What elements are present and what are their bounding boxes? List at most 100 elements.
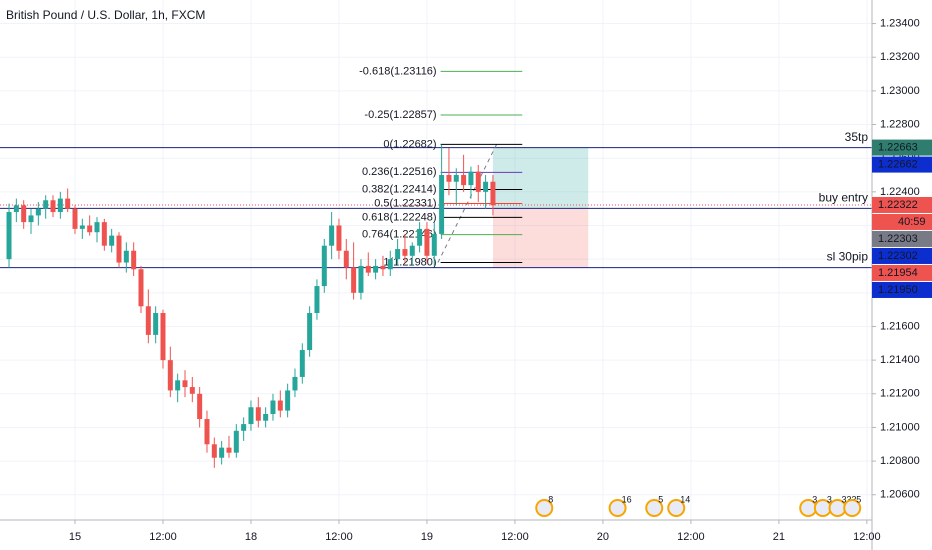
event-icon [667, 499, 686, 517]
candle-body [72, 208, 78, 229]
candle-body [138, 269, 144, 307]
line-label: buy entry [819, 191, 868, 205]
candle-body [94, 222, 100, 233]
event-icon [608, 499, 627, 517]
candle-body [211, 444, 217, 458]
candle-body [336, 225, 342, 251]
y-tick-label: 1.21400 [880, 354, 920, 366]
y-tick-label: 1.23400 [880, 17, 920, 29]
x-tick-label: 21 [773, 531, 785, 543]
candle-body [292, 376, 298, 391]
candle-body [182, 380, 188, 388]
candle-body [314, 286, 320, 314]
price-tag [872, 230, 932, 247]
candle-body [50, 200, 56, 213]
candle-body [299, 350, 305, 377]
candle-body [160, 313, 166, 361]
candle-body [453, 175, 459, 182]
fib-label: 0.382(1.22414) [362, 183, 437, 195]
x-tick-label: 12:00 [149, 531, 177, 543]
price-tag [872, 196, 932, 213]
price-tag-label: 1.22302 [878, 250, 918, 262]
fib-label: 1(1.21980) [383, 256, 436, 268]
fib-label: 0(1.22682) [383, 138, 436, 150]
candle-body [87, 225, 93, 233]
price-tag [872, 281, 932, 298]
candle-body [241, 424, 247, 431]
price-tag [872, 247, 932, 264]
candle-body [417, 228, 423, 246]
event-count: 8 [548, 494, 553, 504]
price-tag-label: 1.21950 [878, 284, 918, 296]
y-tick-label: 1.21000 [880, 421, 920, 433]
event-icon [645, 499, 664, 517]
x-tick-label: 12:00 [677, 531, 705, 543]
event-count: 14 [680, 494, 690, 504]
y-tick-label: 1.22800 [880, 118, 920, 130]
price-tag-label: 1.21954 [878, 267, 918, 279]
price-tag-label: 1.22662 [878, 158, 918, 170]
candle-body [13, 205, 19, 213]
candle-body [233, 430, 239, 453]
fib-label: -0.25(1.22857) [364, 109, 436, 121]
price-tag-label: 1.22322 [878, 199, 918, 211]
candle-body [343, 250, 349, 268]
x-tick-label: 12:00 [501, 531, 529, 543]
price-tag [872, 156, 932, 173]
candle-body [109, 235, 115, 246]
candle-body [101, 222, 107, 246]
x-tick-label: 19 [421, 531, 433, 543]
candle-body [248, 407, 254, 425]
candle-body [373, 265, 379, 273]
candle-body [175, 380, 181, 391]
candle-body [263, 413, 269, 421]
y-tick-label: 1.21600 [880, 320, 920, 332]
candle-body [79, 225, 85, 229]
candle-body [431, 233, 437, 256]
line-label: 35tp [845, 130, 869, 144]
y-tick-label: 1.20800 [880, 455, 920, 467]
candle-body [285, 390, 291, 411]
y-tick-label: 1.20600 [880, 489, 920, 501]
fib-label: 0.618(1.22248) [362, 211, 437, 223]
price-tag [872, 264, 932, 281]
fib-label: 0.236(1.22516) [362, 166, 437, 178]
event-count: 16 [622, 494, 632, 504]
candle-body [365, 265, 371, 273]
candle-body [131, 250, 137, 270]
candle-body [490, 181, 496, 206]
event-count: 333 [842, 494, 857, 504]
candle-body [475, 171, 481, 192]
candle-body [35, 208, 41, 216]
candle-body [226, 447, 232, 453]
candle-body [424, 228, 430, 256]
countdown-tag [872, 213, 932, 230]
candle-body [189, 387, 195, 394]
candle-body [204, 419, 210, 445]
event-count: 3 [812, 494, 817, 504]
candle-body [153, 313, 159, 335]
candle-body [307, 313, 313, 351]
candle-body [329, 225, 335, 246]
candle-body [57, 198, 63, 213]
candle-body [219, 447, 225, 458]
candle-body [65, 198, 71, 209]
y-tick-label: 1.22400 [880, 186, 920, 198]
profit-zone [492, 147, 589, 209]
y-tick-label: 1.23200 [880, 51, 920, 63]
price-tag-label: 1.22663 [878, 141, 918, 153]
price-tag [872, 139, 932, 156]
candle-body [358, 265, 364, 293]
candle-body [387, 259, 393, 270]
candle-body [483, 181, 489, 192]
candle-body [395, 249, 401, 260]
candle-body [409, 245, 415, 256]
x-tick-label: 12:00 [853, 531, 881, 543]
price-tag-label: 1.22303 [878, 233, 918, 245]
x-tick-label: 12:00 [325, 531, 353, 543]
event-count: 5 [856, 494, 861, 504]
candle-body [197, 393, 203, 420]
loss-zone [492, 208, 589, 268]
candle-body [43, 200, 49, 209]
